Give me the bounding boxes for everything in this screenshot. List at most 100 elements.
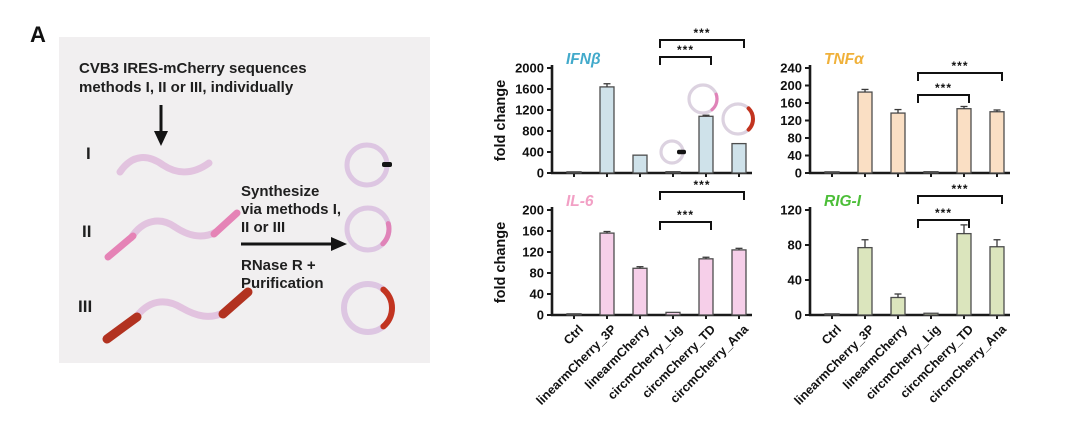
bar-circmCherry_Ana <box>731 142 747 174</box>
method-iii-label: III <box>78 297 93 316</box>
bar-circmCherry_Ana <box>989 111 1005 174</box>
significance-bracket <box>917 219 970 228</box>
synthesize-line1: Synthesize <box>241 183 320 200</box>
bar-linearmCherry_3P <box>857 246 873 316</box>
chart-title-ifnb: IFNβ <box>566 51 601 68</box>
significance-bracket <box>917 195 1003 204</box>
bar-circmCherry_Lig <box>665 171 681 174</box>
bar-circmCherry_TD <box>698 258 714 316</box>
bar-circmCherry_TD <box>956 108 972 174</box>
y-axis-label: fold change <box>493 222 509 303</box>
linear-rna-i-icon <box>116 154 213 176</box>
circrna-pink-arc-icon <box>344 205 392 253</box>
significance-stars: *** <box>693 178 710 192</box>
bar-linearmCherry <box>632 267 648 316</box>
nick-mark-icon <box>677 149 686 155</box>
circrna-nick-icon <box>344 142 392 188</box>
arrow-down-icon <box>154 105 168 146</box>
panel-a-diagram: CVB3 IRES-mCherry sequences methods I, I… <box>59 37 430 363</box>
x-label-Ctrl: Ctrl <box>819 322 844 347</box>
bar-linearmCherry_3P <box>857 91 873 174</box>
bar-linearmCherry <box>890 112 906 174</box>
rnase-line2: Purification <box>241 275 324 292</box>
method-ii-label: II <box>82 222 92 241</box>
synthesize-line3: II or III <box>241 219 286 236</box>
y-tick-label: 120 <box>780 113 802 128</box>
chart-title-tnfa: TNFα <box>824 51 865 68</box>
method-i-label: I <box>86 144 91 163</box>
rnase-line1: RNase R + <box>241 257 316 274</box>
bar-circmCherry_Ana <box>989 246 1005 316</box>
y-tick-label: 80 <box>788 238 802 253</box>
y-tick-label: 160 <box>780 96 802 111</box>
significance-stars: *** <box>935 206 952 220</box>
bar-circmCherry_Lig <box>665 311 681 316</box>
rnase-label: RNase R + Purification <box>241 257 324 293</box>
bar-circmCherry_Ana <box>731 249 747 316</box>
y-tick-label: 120 <box>522 245 544 260</box>
pink-arc-icon <box>710 92 719 112</box>
y-tick-label: 40 <box>788 273 802 288</box>
significance-stars: *** <box>677 43 694 57</box>
circrna-red-arc-icon <box>341 281 395 335</box>
rigi-plot-svg: 04080120******RIG-ICtrllinearmCherry_3Pl… <box>780 182 1010 408</box>
chart-ifnb: 0 400 800 1200 1600 2000 fold change *** *** IFNβ <box>490 26 780 185</box>
significance-stars: *** <box>677 208 694 222</box>
y-tick-label: 40 <box>530 287 544 302</box>
y-tick-label: 0 <box>795 166 802 181</box>
arrow-right-icon <box>241 237 347 251</box>
synthesize-label: Synthesize via methods I, II or III <box>241 183 341 237</box>
significance-stars: *** <box>693 28 710 40</box>
significance-bracket <box>659 39 745 48</box>
chart-title-il6: IL-6 <box>566 193 594 210</box>
y-tick-label: 800 <box>522 124 544 139</box>
bar-linearmCherry <box>632 154 648 174</box>
bar-Ctrl <box>824 171 840 174</box>
chart-il6: 0 40 80 120 160 200 fold change *** *** IL-6 Ctrl l… <box>490 170 780 432</box>
bar-Ctrl <box>566 171 582 174</box>
chart-title-rigi: RIG-I <box>824 193 862 210</box>
panel-a-title-line2: methods I, II or III, individually <box>79 79 294 96</box>
significance-bracket <box>659 221 712 230</box>
tnfa-plot-svg: 0 40 80 120 160 200 240 *** *** TNFα <box>780 51 1010 181</box>
bar-Ctrl <box>566 313 582 316</box>
chart-rigi: 0 40 80 120 *** *** RIG-I Ctrl linearmCherry_3P l… <box>748 170 1038 432</box>
bar-Ctrl <box>824 313 840 316</box>
significance-bracket <box>917 94 970 103</box>
y-tick-label: 400 <box>522 145 544 160</box>
x-label-Ctrl: Ctrl <box>561 322 586 347</box>
y-tick-label: 0 <box>795 308 802 323</box>
y-tick-label: 200 <box>522 203 544 218</box>
bar-linearmCherry_3P <box>599 86 615 174</box>
y-tick-label: 0 <box>537 308 544 323</box>
chart-tnfa: 0 40 80 120 160 200 240 *** *** TNFα <box>748 28 1038 185</box>
linear-rna-iii-icon <box>102 287 253 344</box>
panel-a-title-line1: CVB3 IRES-mCherry sequences <box>79 60 307 77</box>
bar-circmCherry_TD <box>698 115 714 174</box>
bar-circmCherry_TD <box>956 232 972 316</box>
bar-linearmCherry_3P <box>599 232 615 316</box>
bar-circmCherry_Lig <box>923 312 939 316</box>
significance-bracket <box>659 191 745 200</box>
y-tick-label: 120 <box>780 203 802 218</box>
y-tick-label: 2000 <box>515 61 544 76</box>
y-tick-label: 1200 <box>515 103 544 118</box>
significance-stars: *** <box>935 81 952 95</box>
bar-linearmCherry <box>890 296 906 316</box>
y-tick-label: 200 <box>780 78 802 93</box>
linear-rna-ii-icon <box>104 209 241 261</box>
significance-stars: *** <box>951 182 968 196</box>
synthesize-line2: via methods I, <box>241 201 342 218</box>
ifnb-plot-svg: 0 400 800 1200 1600 2000 fold change *** *** IFNβ <box>493 26 755 181</box>
y-axis-label: fold change <box>493 80 509 161</box>
y-tick-label: 1600 <box>515 82 544 97</box>
red-arc-icon <box>746 106 755 132</box>
y-tick-label: 160 <box>522 224 544 239</box>
y-tick-label: 40 <box>788 148 802 163</box>
significance-stars: *** <box>951 59 968 73</box>
significance-bracket <box>659 56 712 65</box>
significance-bracket <box>917 72 1003 81</box>
panel-a-label: A <box>30 22 46 47</box>
